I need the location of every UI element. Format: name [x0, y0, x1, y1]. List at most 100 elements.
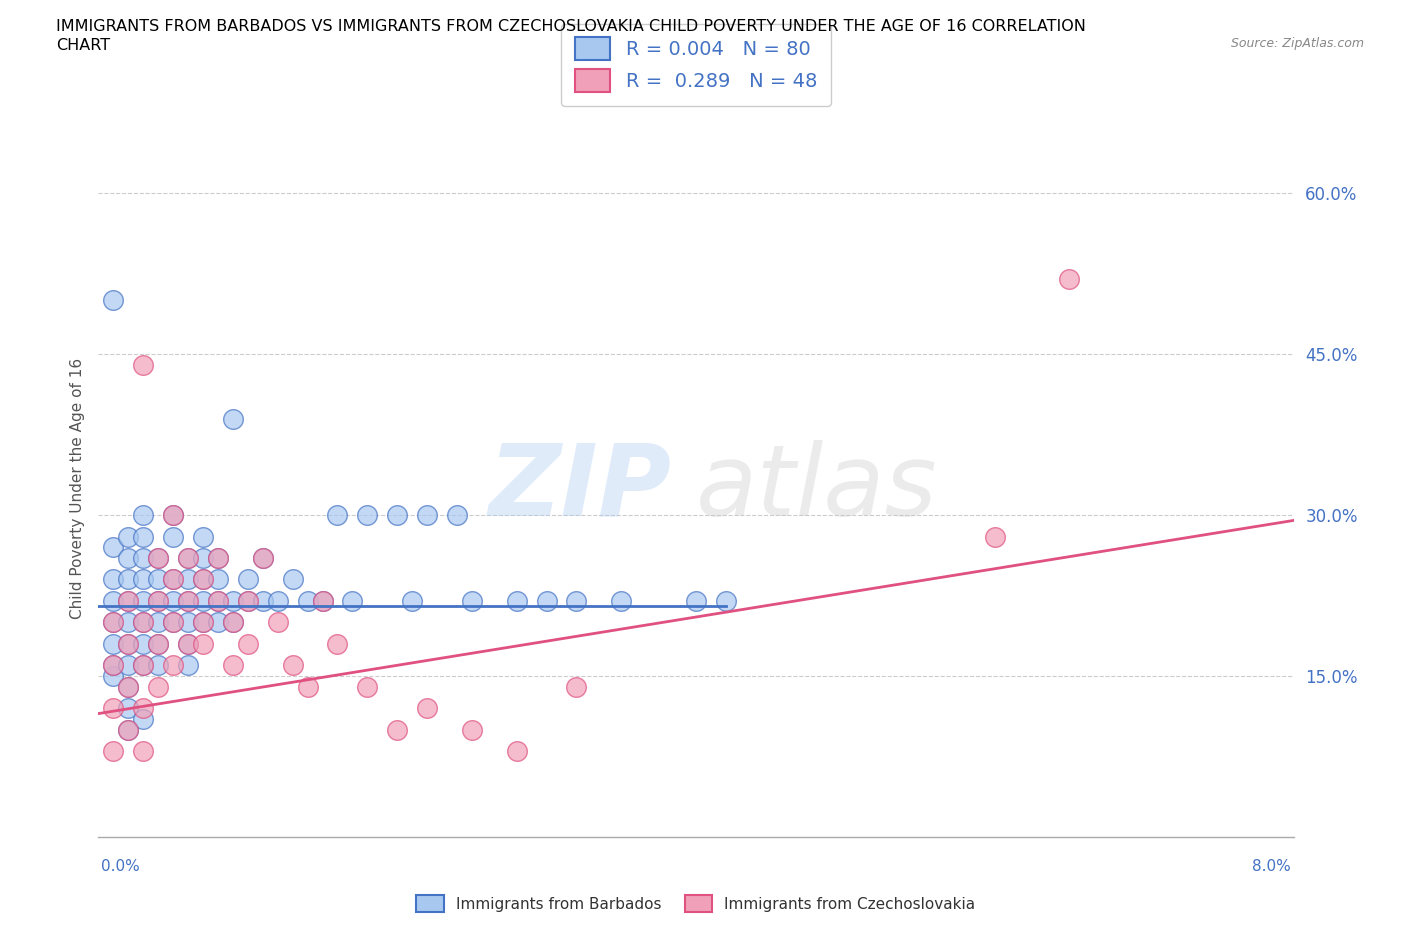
Point — [148, 636, 170, 651]
Point — [132, 615, 155, 630]
Point — [401, 593, 423, 608]
Point — [117, 636, 139, 651]
Point — [177, 593, 200, 608]
Point — [117, 615, 139, 630]
Point — [536, 593, 558, 608]
Point — [207, 551, 229, 565]
Point — [117, 723, 139, 737]
Point — [103, 572, 125, 587]
Point — [236, 572, 259, 587]
Point — [132, 711, 155, 726]
Point — [326, 636, 349, 651]
Point — [103, 658, 125, 672]
Point — [356, 679, 378, 694]
Point — [191, 551, 214, 565]
Point — [117, 636, 139, 651]
Point — [103, 658, 125, 672]
Point — [162, 658, 184, 672]
Point — [461, 723, 484, 737]
Point — [385, 508, 409, 523]
Point — [103, 669, 125, 684]
Point — [983, 529, 1005, 544]
Point — [281, 658, 304, 672]
Point — [148, 572, 170, 587]
Point — [565, 679, 588, 694]
Point — [311, 593, 333, 608]
Point — [416, 701, 439, 716]
Point — [132, 658, 155, 672]
Point — [132, 744, 155, 759]
Text: 8.0%: 8.0% — [1251, 859, 1291, 874]
Point — [326, 508, 349, 523]
Text: ZIP: ZIP — [489, 440, 672, 537]
Point — [132, 551, 155, 565]
Point — [117, 679, 139, 694]
Point — [132, 593, 155, 608]
Point — [132, 508, 155, 523]
Point — [177, 615, 200, 630]
Point — [148, 551, 170, 565]
Point — [207, 593, 229, 608]
Text: atlas: atlas — [696, 440, 938, 537]
Point — [506, 593, 529, 608]
Point — [162, 529, 184, 544]
Point — [222, 615, 245, 630]
Point — [103, 615, 125, 630]
Point — [103, 293, 125, 308]
Point — [132, 636, 155, 651]
Point — [222, 593, 245, 608]
Point — [117, 723, 139, 737]
Point — [207, 572, 229, 587]
Point — [252, 551, 274, 565]
Text: IMMIGRANTS FROM BARBADOS VS IMMIGRANTS FROM CZECHOSLOVAKIA CHILD POVERTY UNDER T: IMMIGRANTS FROM BARBADOS VS IMMIGRANTS F… — [56, 19, 1085, 53]
Point — [177, 658, 200, 672]
Point — [117, 593, 139, 608]
Point — [132, 658, 155, 672]
Point — [103, 701, 125, 716]
Point — [222, 658, 245, 672]
Point — [117, 593, 139, 608]
Point — [191, 615, 214, 630]
Point — [236, 593, 259, 608]
Point — [148, 636, 170, 651]
Point — [103, 615, 125, 630]
Point — [222, 615, 245, 630]
Point — [148, 551, 170, 565]
Point — [117, 551, 139, 565]
Point — [162, 615, 184, 630]
Point — [610, 593, 633, 608]
Point — [103, 744, 125, 759]
Point — [297, 679, 319, 694]
Point — [267, 615, 290, 630]
Point — [162, 593, 184, 608]
Point — [117, 529, 139, 544]
Point — [148, 615, 170, 630]
Point — [191, 636, 214, 651]
Point — [162, 572, 184, 587]
Point — [162, 572, 184, 587]
Point — [565, 593, 588, 608]
Point — [148, 593, 170, 608]
Point — [714, 593, 737, 608]
Point — [117, 572, 139, 587]
Text: Source: ZipAtlas.com: Source: ZipAtlas.com — [1230, 37, 1364, 50]
Point — [281, 572, 304, 587]
Point — [148, 679, 170, 694]
Point — [252, 593, 274, 608]
Point — [342, 593, 364, 608]
Point — [207, 615, 229, 630]
Point — [177, 551, 200, 565]
Point — [162, 615, 184, 630]
Point — [222, 411, 245, 426]
Point — [162, 508, 184, 523]
Point — [177, 636, 200, 651]
Point — [191, 572, 214, 587]
Point — [446, 508, 468, 523]
Point — [103, 539, 125, 554]
Point — [177, 551, 200, 565]
Text: 0.0%: 0.0% — [101, 859, 141, 874]
Point — [132, 529, 155, 544]
Point — [148, 593, 170, 608]
Point — [207, 593, 229, 608]
Point — [177, 593, 200, 608]
